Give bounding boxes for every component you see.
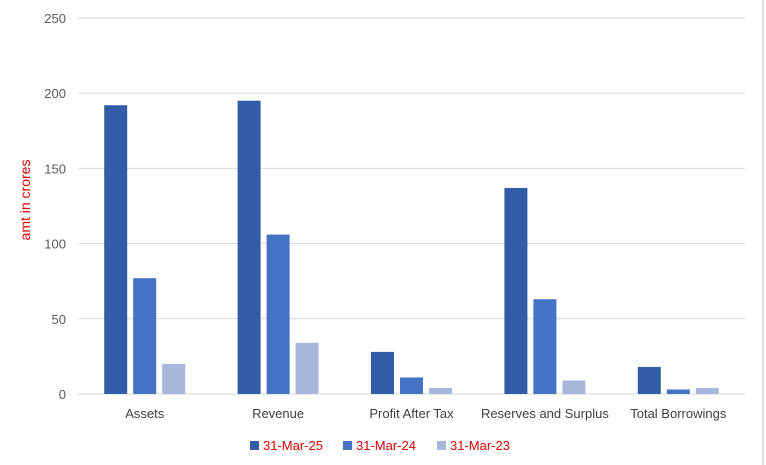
x-category-label: Revenue	[252, 406, 304, 421]
x-category-label: Assets	[125, 406, 165, 421]
y-axis-label: amt in crores	[17, 160, 33, 241]
legend-swatch	[250, 441, 259, 450]
x-category-label: Total Borrowings	[630, 406, 727, 421]
legend-label: 31-Mar-25	[263, 438, 323, 453]
gridlines	[78, 17, 745, 395]
y-axis-ticks: 0 50 100 150 200 250	[44, 11, 66, 402]
bar	[637, 366, 661, 394]
bar	[237, 100, 261, 394]
bar	[400, 377, 423, 394]
bar	[504, 187, 528, 394]
bar	[104, 105, 128, 395]
bar	[295, 342, 319, 394]
bar	[695, 387, 719, 394]
legend-swatch	[343, 441, 352, 450]
legend-label: 31-Mar-23	[450, 438, 510, 453]
legend-swatch	[437, 441, 446, 450]
y-tick-label: 200	[44, 86, 66, 101]
x-category-label: Profit After Tax	[369, 406, 454, 421]
x-axis-categories: Assets Revenue Profit After Tax Reserves an…	[125, 406, 727, 421]
y-tick-label: 100	[44, 237, 66, 252]
bar	[133, 278, 157, 394]
y-tick-label: 0	[59, 387, 66, 402]
y-tick-label: 150	[44, 161, 66, 176]
y-tick-label: 250	[44, 11, 66, 26]
bar	[666, 389, 690, 394]
x-category-label: Reserves and Surplus	[481, 406, 609, 421]
y-tick-label: 50	[52, 312, 66, 327]
bar	[371, 351, 394, 394]
bar	[533, 299, 557, 394]
bar	[429, 387, 452, 394]
bar	[266, 234, 290, 394]
legend: 31-Mar-25 31-Mar-24 31-Mar-23	[250, 438, 510, 453]
bars	[104, 100, 719, 395]
bar	[562, 380, 586, 394]
bar	[162, 363, 186, 394]
legend-label: 31-Mar-24	[356, 438, 416, 453]
